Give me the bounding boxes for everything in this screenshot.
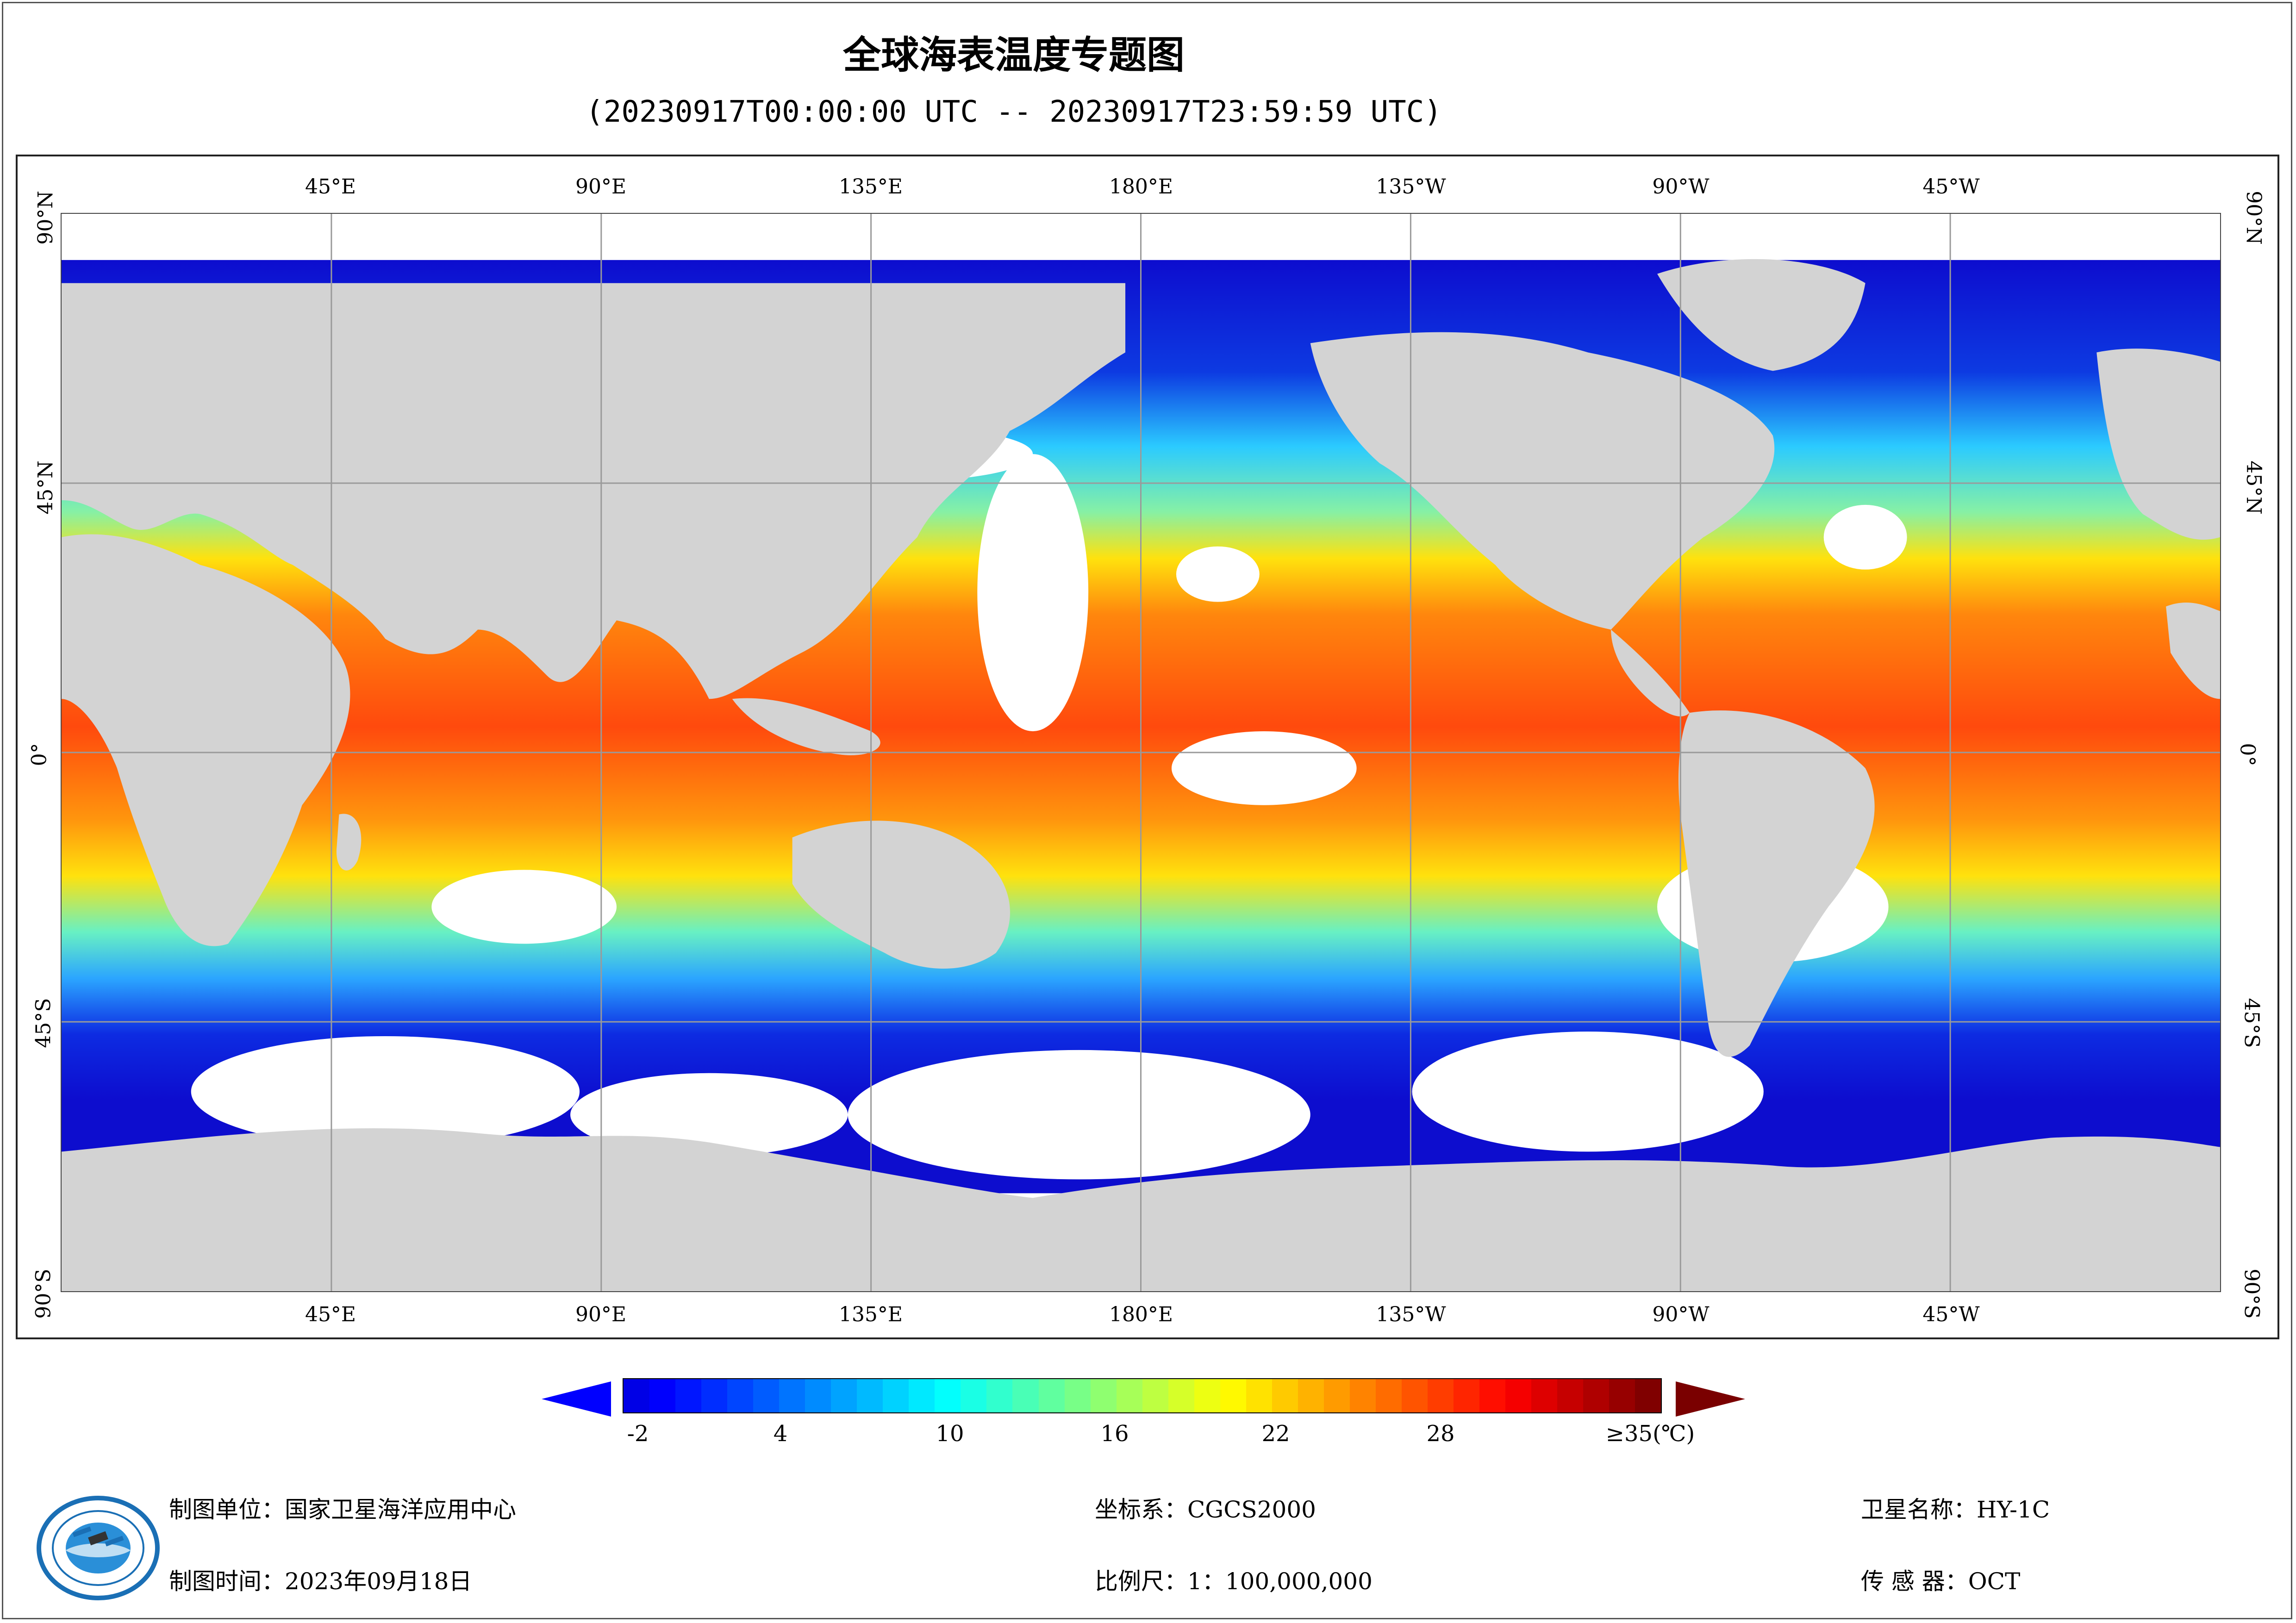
colorbar-segment bbox=[1609, 1379, 1635, 1412]
colorbar-segment bbox=[857, 1379, 883, 1412]
lon-tick-top: 135°E bbox=[838, 175, 903, 199]
colorbar-segment bbox=[1557, 1379, 1584, 1412]
footer-crs: 坐标系：CGCS2000 bbox=[1095, 1496, 1316, 1523]
colorbar-segment bbox=[986, 1379, 1013, 1412]
lon-tick-bottom: 135°W bbox=[1376, 1303, 1446, 1326]
colorbar-segment bbox=[1479, 1379, 1506, 1412]
colorbar-segment bbox=[1375, 1379, 1402, 1412]
lat-tick-right: 45°S bbox=[2240, 998, 2264, 1048]
colorbar-segment bbox=[1531, 1379, 1558, 1412]
lon-tick-top: 135°W bbox=[1376, 175, 1446, 199]
land-indonesia bbox=[732, 698, 880, 755]
lon-tick-top: 90°W bbox=[1652, 175, 1710, 199]
lon-tick-bottom: 180°E bbox=[1109, 1303, 1173, 1326]
colorbar-segment bbox=[1246, 1379, 1272, 1412]
colorbar-segment bbox=[1349, 1379, 1376, 1412]
land-africa-east bbox=[2166, 602, 2220, 699]
sst-map-svg bbox=[62, 214, 2220, 1291]
colorbar-segment bbox=[1064, 1379, 1091, 1412]
colorbar-segment bbox=[883, 1379, 909, 1412]
colorbar-segment bbox=[624, 1379, 650, 1412]
colorbar-segment bbox=[1090, 1379, 1117, 1412]
sst-map bbox=[61, 213, 2221, 1292]
colorbar-label: 4 bbox=[773, 1421, 788, 1447]
colorbar-segment bbox=[1635, 1379, 1661, 1412]
colorbar-segment bbox=[753, 1379, 780, 1412]
lat-tick-left: 0° bbox=[27, 743, 51, 766]
colorbar-segment bbox=[909, 1379, 935, 1412]
colorbar-segment bbox=[675, 1379, 702, 1412]
lon-tick-bottom: 90°W bbox=[1652, 1303, 1710, 1326]
footer-org: 制图单位：国家卫星海洋应用中心 bbox=[169, 1496, 516, 1523]
colorbar-segment bbox=[1116, 1379, 1142, 1412]
colorbar-segment bbox=[727, 1379, 754, 1412]
colorbar-segment bbox=[1012, 1379, 1039, 1412]
colorbar-segment bbox=[1583, 1379, 1610, 1412]
colorbar-label: 16 bbox=[1100, 1421, 1129, 1447]
colorbar-segment bbox=[1220, 1379, 1246, 1412]
lon-tick-top: 90°E bbox=[575, 175, 627, 199]
land-madagascar bbox=[336, 814, 362, 871]
land-south-america bbox=[1678, 710, 1875, 1057]
colorbar-low-arrow bbox=[542, 1381, 611, 1417]
lat-tick-right: 45°N bbox=[2241, 460, 2265, 515]
land-north-america bbox=[1310, 332, 1775, 630]
colorbar-gradient bbox=[623, 1378, 1662, 1413]
colorbar-segment bbox=[1038, 1379, 1065, 1412]
colorbar-segment bbox=[779, 1379, 805, 1412]
colorbar-segment bbox=[1427, 1379, 1454, 1412]
colorbar-label: ≥35(℃) bbox=[1605, 1421, 1695, 1447]
lon-tick-bottom: 45°W bbox=[1922, 1303, 1980, 1326]
lon-tick-top: 45°E bbox=[305, 175, 356, 199]
land-central-america bbox=[1611, 629, 1690, 716]
colorbar-segment bbox=[1272, 1379, 1298, 1412]
colorbar-segment bbox=[1505, 1379, 1532, 1412]
time-range-subtitle: (20230917T00:00:00 UTC -- 20230917T23:59… bbox=[586, 95, 1442, 129]
land-eurasia bbox=[62, 283, 1126, 699]
map-title: 全球海表温度专题图 bbox=[842, 33, 1185, 77]
nsoas-logo-icon bbox=[37, 1496, 160, 1600]
colorbar-segment bbox=[701, 1379, 728, 1412]
lat-tick-left: 45°N bbox=[33, 460, 57, 515]
colorbar-segment bbox=[805, 1379, 831, 1412]
colorbar-segment bbox=[1454, 1379, 1480, 1412]
footer-sensor: 传 感 器：OCT bbox=[1861, 1568, 2021, 1595]
colorbar-segment bbox=[649, 1379, 676, 1412]
colorbar-label: 22 bbox=[1261, 1421, 1290, 1447]
colorbar-segment bbox=[831, 1379, 857, 1412]
land-europe-east bbox=[2096, 348, 2220, 540]
colorbar-segment bbox=[1298, 1379, 1324, 1412]
colorbar-label: -2 bbox=[627, 1421, 649, 1447]
footer-scale: 比例尺：1：100,000,000 bbox=[1095, 1568, 1373, 1595]
lat-tick-right: 0° bbox=[2235, 743, 2259, 766]
footer-satellite: 卫星名称：HY-1C bbox=[1861, 1496, 2050, 1523]
colorbar-label: 10 bbox=[936, 1421, 964, 1447]
colorbar-segment bbox=[1168, 1379, 1194, 1412]
sst-colorbar bbox=[542, 1374, 1745, 1417]
lat-tick-left: 90°N bbox=[33, 191, 57, 245]
colorbar-segment bbox=[1401, 1379, 1428, 1412]
land-greenland bbox=[1657, 259, 1866, 371]
colorbar-segment bbox=[1142, 1379, 1168, 1412]
lat-tick-left: 45°S bbox=[31, 998, 56, 1048]
colorbar-label: 28 bbox=[1426, 1421, 1455, 1447]
lon-tick-bottom: 90°E bbox=[575, 1303, 627, 1326]
lon-tick-top: 180°E bbox=[1109, 175, 1173, 199]
lat-tick-left: 90°S bbox=[31, 1269, 56, 1319]
land-africa bbox=[62, 534, 350, 946]
lon-tick-bottom: 45°E bbox=[305, 1303, 356, 1326]
land-australia bbox=[792, 821, 1011, 969]
footer-date: 制图时间：2023年09月18日 bbox=[169, 1568, 472, 1595]
colorbar-segment bbox=[935, 1379, 961, 1412]
colorbar-high-arrow bbox=[1676, 1381, 1745, 1417]
colorbar-segment bbox=[961, 1379, 987, 1412]
colorbar-segment bbox=[1323, 1379, 1350, 1412]
lon-tick-top: 45°W bbox=[1922, 175, 1980, 199]
lon-tick-bottom: 135°E bbox=[838, 1303, 903, 1326]
graticule bbox=[62, 214, 2220, 1291]
lat-tick-right: 90°S bbox=[2240, 1269, 2264, 1319]
lat-tick-right: 90°N bbox=[2241, 191, 2265, 245]
colorbar-segment bbox=[1194, 1379, 1220, 1412]
